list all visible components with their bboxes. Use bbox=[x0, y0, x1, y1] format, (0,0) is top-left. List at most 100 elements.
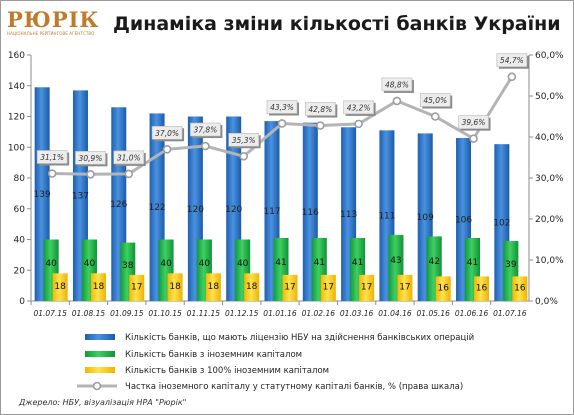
source-note: Джерело: НБУ, візуалізація НРА "Рюрік" bbox=[19, 398, 187, 407]
bar-full-foreign-label: 16 bbox=[438, 283, 450, 293]
bar-full-foreign-label: 16 bbox=[514, 283, 526, 293]
legend-label: Кількість банків з іноземним капіталом bbox=[125, 350, 302, 360]
bar-full-foreign-label: 17 bbox=[399, 283, 410, 293]
share-point bbox=[239, 151, 248, 161]
bar-full-foreign bbox=[90, 273, 106, 301]
share-label-box bbox=[228, 132, 259, 147]
x-tick-label: 01.03.16 bbox=[340, 309, 374, 318]
left-tick-label: 60 bbox=[14, 205, 26, 215]
bar-full-foreign-label: 17 bbox=[323, 283, 334, 293]
share-point bbox=[277, 119, 287, 128]
share-label-box bbox=[151, 126, 183, 140]
bar-full-foreign-label: 17 bbox=[131, 283, 142, 293]
left-tick-label: 140 bbox=[8, 82, 25, 92]
bar-full-foreign bbox=[435, 276, 451, 301]
share-label-box bbox=[266, 100, 298, 114]
bar-full-foreign bbox=[397, 274, 413, 301]
bar-licensed-label: 116 bbox=[302, 208, 319, 218]
bar-licensed-label: 120 bbox=[225, 205, 242, 215]
share-label-box bbox=[305, 102, 336, 116]
share-point bbox=[469, 134, 478, 143]
share-label: 42,8% bbox=[308, 105, 332, 114]
x-tick-label: 01.01.16 bbox=[263, 309, 297, 318]
share-point bbox=[201, 141, 210, 151]
left-tick-label: 20 bbox=[14, 266, 26, 276]
bar-licensed-label: 122 bbox=[148, 203, 165, 213]
chart-title: Динаміка зміни кількості банків України bbox=[113, 13, 561, 35]
share-label-box bbox=[113, 150, 145, 165]
right-tick-label: 50,0% bbox=[535, 92, 564, 102]
bar-full-foreign bbox=[205, 273, 221, 301]
bar-licensed-label: 139 bbox=[34, 190, 51, 200]
bar-licensed-label: 102 bbox=[493, 219, 510, 229]
share-label-box bbox=[419, 93, 451, 107]
bar-full-foreign bbox=[282, 274, 298, 301]
share-point bbox=[86, 170, 95, 179]
x-tick-label: 01.12.15 bbox=[225, 309, 259, 318]
left-tick-label: 160 bbox=[8, 51, 25, 61]
share-label: 31,1% bbox=[40, 153, 64, 162]
share-label: 43,3% bbox=[270, 103, 294, 112]
logo-text: РЮРІК bbox=[7, 7, 100, 32]
left-tick-label: 120 bbox=[8, 113, 25, 123]
left-tick-label: 0 bbox=[19, 297, 25, 307]
share-point bbox=[162, 145, 172, 154]
share-label-box bbox=[458, 115, 489, 129]
share-label: 48,8% bbox=[385, 80, 409, 89]
share-label-box bbox=[36, 150, 68, 164]
x-tick-label: 01.05.16 bbox=[417, 309, 451, 318]
share-label-box bbox=[75, 151, 106, 165]
left-tick-label: 80 bbox=[14, 174, 26, 184]
bar-full-foreign bbox=[474, 276, 490, 301]
share-label: 30,9% bbox=[79, 154, 103, 163]
legend-swatch bbox=[85, 351, 115, 357]
bar-foreign-label: 40 bbox=[199, 259, 211, 269]
legend-line-marker bbox=[92, 381, 102, 391]
legend: Кількість банків, що мають ліцензію НБУ … bbox=[77, 333, 474, 392]
bar-foreign-label: 43 bbox=[390, 256, 401, 266]
bar-foreign-label: 41 bbox=[275, 258, 286, 268]
bar-full-foreign-label: 17 bbox=[361, 283, 372, 293]
bar-full-foreign-label: 18 bbox=[246, 282, 258, 292]
x-tick-label: 01.07.15 bbox=[33, 309, 67, 318]
legend-swatch bbox=[85, 367, 115, 373]
share-label: 54,7% bbox=[500, 56, 524, 65]
bar-full-foreign bbox=[320, 274, 336, 301]
bar-full-foreign-label: 16 bbox=[476, 283, 488, 293]
share-label-box bbox=[343, 100, 374, 115]
bar-licensed-label: 137 bbox=[72, 192, 89, 202]
bar-foreign-label: 40 bbox=[84, 259, 96, 269]
right-tick-label: 30,0% bbox=[535, 174, 564, 184]
x-tick-label: 01.11.15 bbox=[187, 309, 221, 318]
bar-foreign-label: 40 bbox=[45, 259, 57, 269]
bar-full-foreign-label: 18 bbox=[93, 282, 105, 292]
bar-licensed-label: 113 bbox=[340, 210, 357, 220]
x-tick-label: 01.06.16 bbox=[455, 309, 489, 318]
bar-licensed-label: 117 bbox=[263, 207, 280, 217]
logo: РЮРІК НАЦІОНАЛЬНЕ РЕЙТИНГОВЕ АГЕНТСТВО bbox=[7, 7, 100, 37]
x-tick-label: 01.10.15 bbox=[148, 309, 182, 318]
x-tick-label: 01.07.16 bbox=[493, 309, 527, 318]
right-tick-label: 10,0% bbox=[535, 256, 564, 266]
bar-full-foreign bbox=[512, 276, 528, 301]
bar-full-foreign bbox=[52, 273, 68, 301]
share-point bbox=[47, 169, 57, 178]
bar-licensed-label: 120 bbox=[187, 205, 204, 215]
bar-foreign-label: 40 bbox=[160, 259, 172, 269]
x-tick-label: 01.02.16 bbox=[302, 309, 336, 318]
share-label-box bbox=[496, 53, 528, 68]
share-label: 37,8% bbox=[193, 126, 217, 135]
axes: 0 20 40 60 80 100 120 140 160 0,0% 10,0% 20,0% 30,0%… bbox=[8, 51, 564, 318]
bar-full-foreign bbox=[244, 273, 260, 301]
right-tick-label: 40,0% bbox=[535, 133, 564, 143]
share-label-box bbox=[381, 77, 413, 92]
bar-full-foreign-label: 17 bbox=[284, 283, 295, 293]
share-label-box bbox=[190, 122, 221, 137]
share-label: 37,0% bbox=[155, 129, 179, 138]
bars: 139 40 18 137 40 18 126 38 17 122 40 18 120 40 18 120 40… bbox=[34, 87, 528, 302]
right-tick-label: 0,0% bbox=[535, 297, 558, 307]
share-point bbox=[507, 72, 517, 82]
bar-full-foreign-label: 18 bbox=[208, 282, 220, 292]
